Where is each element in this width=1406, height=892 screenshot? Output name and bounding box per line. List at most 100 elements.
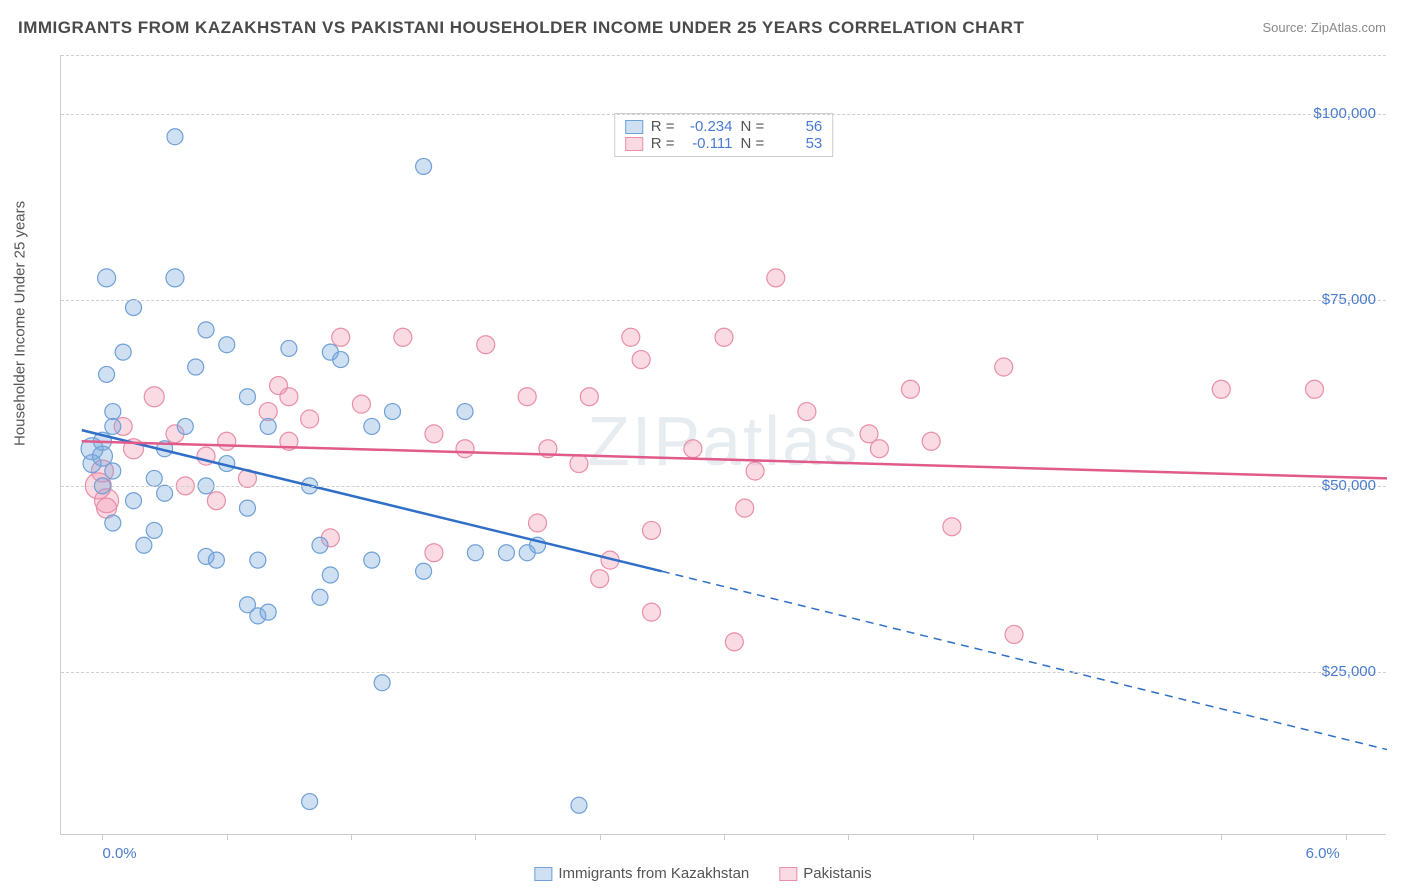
x-tick-label: 0.0% <box>102 845 136 862</box>
scatter-point <box>922 432 940 450</box>
scatter-point <box>725 633 743 651</box>
scatter-point <box>425 544 443 562</box>
x-tick <box>102 834 103 840</box>
scatter-point <box>219 337 235 353</box>
gridline <box>61 300 1386 301</box>
scatter-point <box>642 521 660 539</box>
scatter-point <box>364 418 380 434</box>
scatter-point <box>456 440 474 458</box>
bottom-legend: Immigrants from Kazakhstan Pakistanis <box>534 865 871 882</box>
scatter-point <box>105 418 121 434</box>
scatter-point <box>126 493 142 509</box>
scatter-point <box>301 410 319 428</box>
scatter-point <box>529 514 547 532</box>
scatter-point <box>260 604 276 620</box>
scatter-point <box>715 328 733 346</box>
x-tick <box>848 834 849 840</box>
scatter-point <box>207 492 225 510</box>
scatter-point <box>239 500 255 516</box>
scatter-point <box>146 470 162 486</box>
scatter-point <box>208 552 224 568</box>
chart-container: IMMIGRANTS FROM KAZAKHSTAN VS PAKISTANI … <box>0 0 1406 892</box>
x-tick <box>475 834 476 840</box>
y-tick-label: $50,000 <box>1322 477 1376 494</box>
scatter-point <box>995 358 1013 376</box>
x-tick <box>724 834 725 840</box>
scatter-point <box>571 797 587 813</box>
scatter-point <box>684 440 702 458</box>
plot-area: ZIPatlas R = -0.234 N = 56 R = -0.111 N … <box>60 55 1386 835</box>
gridline <box>61 672 1386 673</box>
x-tick <box>1346 834 1347 840</box>
scatter-point <box>1005 625 1023 643</box>
scatter-point <box>570 455 588 473</box>
scatter-point <box>746 462 764 480</box>
legend-label-1: Immigrants from Kazakhstan <box>558 865 749 882</box>
stats-row-2: R = -0.111 N = 53 <box>625 135 823 152</box>
n-value-2: 53 <box>772 135 822 152</box>
gridline <box>61 486 1386 487</box>
scatter-point <box>167 129 183 145</box>
scatter-point <box>115 344 131 360</box>
scatter-point <box>105 515 121 531</box>
scatter-point <box>281 340 297 356</box>
scatter-point <box>425 425 443 443</box>
n-label: N = <box>741 118 765 135</box>
x-tick-label: 6.0% <box>1306 845 1340 862</box>
scatter-point <box>146 522 162 538</box>
scatter-point <box>394 328 412 346</box>
scatter-point <box>580 388 598 406</box>
chart-title: IMMIGRANTS FROM KAZAKHSTAN VS PAKISTANI … <box>18 18 1024 38</box>
n-value-1: 56 <box>772 118 822 135</box>
scatter-point <box>901 380 919 398</box>
r-label: R = <box>651 135 675 152</box>
scatter-point <box>98 269 116 287</box>
stats-legend-box: R = -0.234 N = 56 R = -0.111 N = 53 <box>614 113 834 157</box>
r-value-1: -0.234 <box>683 118 733 135</box>
scatter-point <box>622 328 640 346</box>
scatter-point <box>457 404 473 420</box>
swatch-series-2 <box>625 137 643 151</box>
swatch-series-2-icon <box>779 867 797 881</box>
scatter-point <box>312 537 328 553</box>
scatter-point <box>736 499 754 517</box>
stats-row-1: R = -0.234 N = 56 <box>625 118 823 135</box>
r-label: R = <box>651 118 675 135</box>
scatter-svg <box>61 55 1386 834</box>
x-tick <box>1097 834 1098 840</box>
scatter-point <box>498 545 514 561</box>
scatter-point <box>198 322 214 338</box>
scatter-point <box>632 351 650 369</box>
scatter-point <box>302 794 318 810</box>
trend-line-extrapolated <box>662 571 1387 749</box>
scatter-point <box>105 463 121 479</box>
x-tick <box>351 834 352 840</box>
y-tick-label: $25,000 <box>1322 663 1376 680</box>
swatch-series-1 <box>625 120 643 134</box>
scatter-point <box>157 485 173 501</box>
scatter-point <box>312 589 328 605</box>
legend-item-2: Pakistanis <box>779 865 871 882</box>
scatter-point <box>591 570 609 588</box>
scatter-point <box>352 395 370 413</box>
r-value-2: -0.111 <box>683 135 733 152</box>
scatter-point <box>416 158 432 174</box>
x-tick <box>227 834 228 840</box>
gridline <box>61 55 1386 56</box>
x-tick <box>600 834 601 840</box>
y-tick-label: $75,000 <box>1322 291 1376 308</box>
x-tick <box>973 834 974 840</box>
swatch-series-1-icon <box>534 867 552 881</box>
scatter-point <box>126 300 142 316</box>
scatter-point <box>798 403 816 421</box>
scatter-point <box>136 537 152 553</box>
scatter-point <box>364 552 380 568</box>
scatter-point <box>239 389 255 405</box>
scatter-point <box>99 366 115 382</box>
gridline <box>61 114 1386 115</box>
scatter-point <box>166 269 184 287</box>
scatter-point <box>467 545 483 561</box>
scatter-point <box>385 404 401 420</box>
scatter-point <box>1305 380 1323 398</box>
x-tick <box>1221 834 1222 840</box>
